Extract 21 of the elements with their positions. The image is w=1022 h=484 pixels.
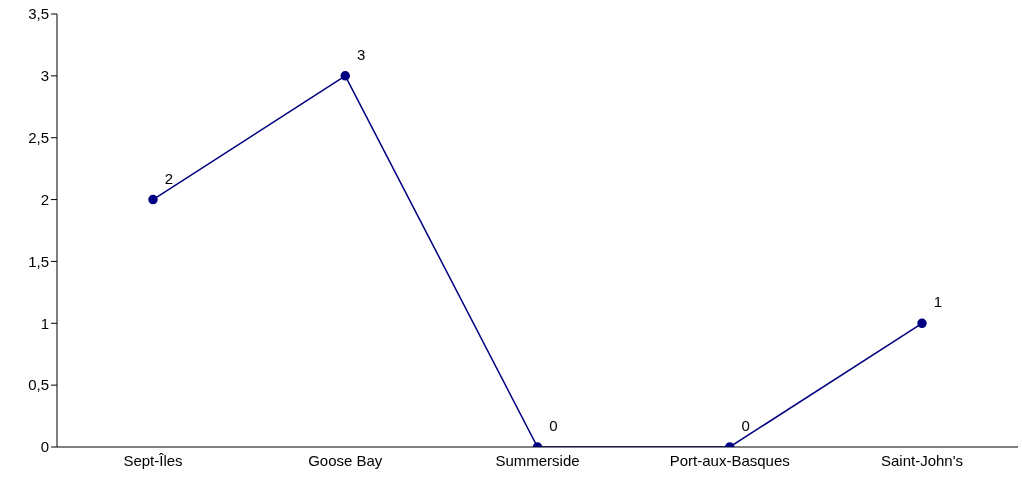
data-label: 2	[164, 169, 174, 187]
y-tick-label: 3	[40, 67, 49, 85]
y-tick-label: 0	[40, 438, 49, 456]
data-label: 1	[933, 293, 943, 311]
y-tick-label: 0,5	[28, 376, 49, 394]
point	[917, 318, 927, 329]
y-tick-label: 1	[40, 314, 49, 332]
y-tick-label: 2,5	[28, 129, 49, 147]
data-label: 0	[549, 417, 558, 434]
point	[340, 71, 350, 81]
x-tick-label: Port-aux-Basques	[669, 451, 790, 469]
data-label: 0	[741, 417, 750, 434]
x-tick-label: Goose Bay	[308, 451, 383, 469]
point	[148, 194, 158, 205]
x-tick-label: Saint-John's	[880, 451, 964, 469]
x-tick-label: Summerside	[495, 451, 580, 469]
y-tick-label: 3,5	[28, 5, 49, 23]
y-tick-label: 2	[40, 190, 49, 208]
data-label: 3	[357, 45, 366, 63]
y-tick-label: 1,5	[28, 252, 49, 270]
x-tick-label: Sept-Îles	[123, 451, 183, 469]
